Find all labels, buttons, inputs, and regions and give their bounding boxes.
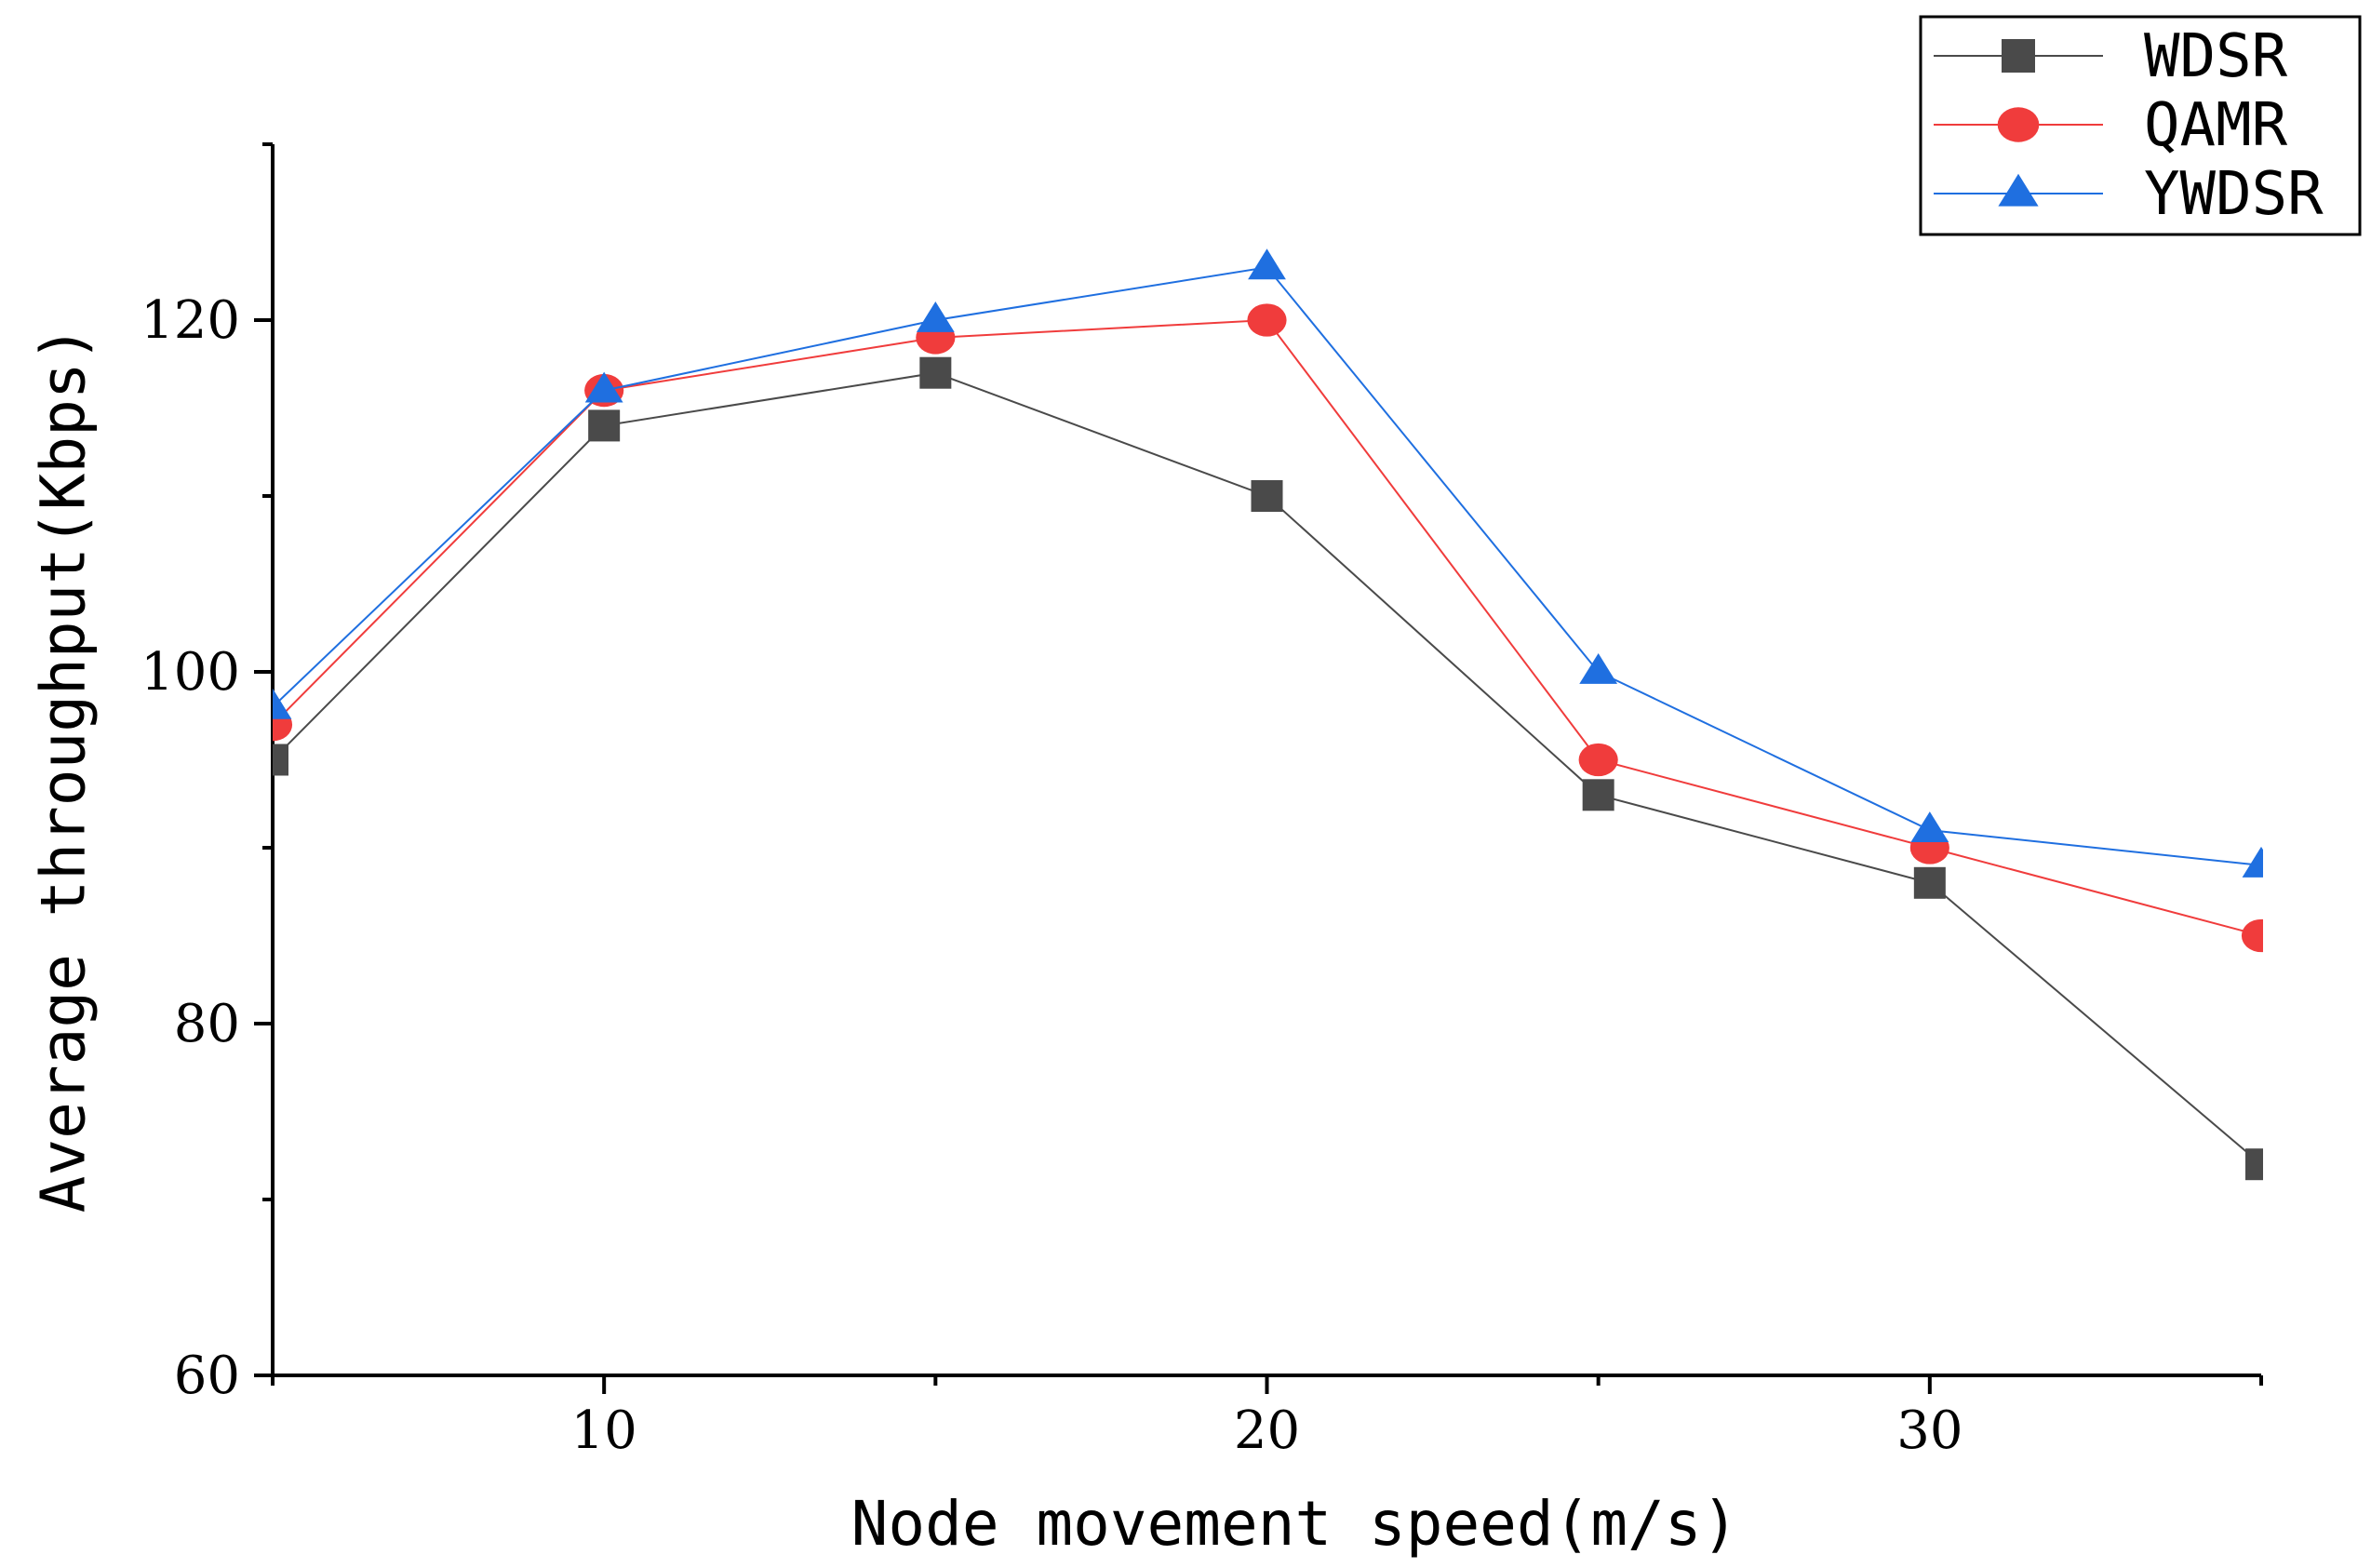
data-point-ywdsr	[273, 688, 292, 719]
data-point-ywdsr	[1910, 811, 1949, 843]
x-tick-label: 30	[1896, 1400, 1962, 1461]
legend-entry-ywdsr: YWDSR	[1934, 160, 2324, 229]
series-wdsr	[273, 356, 2263, 1181]
x-axis-label: Node movement speed(m/s)	[851, 1488, 1739, 1560]
series-line-qamr	[273, 318, 2262, 937]
series-layer	[273, 248, 2263, 1181]
y-tick-label: 100	[141, 642, 240, 703]
legend-entry-wdsr: WDSR	[1934, 22, 2288, 91]
data-point-wdsr	[919, 356, 952, 389]
data-point-wdsr	[1582, 779, 1614, 811]
y-tick-label: 120	[141, 290, 240, 351]
data-point-qamr	[1247, 303, 1287, 337]
data-point-ywdsr	[1579, 652, 1618, 684]
series-qamr	[273, 303, 2263, 953]
ticks: 60 80 100 120 10 20 30	[141, 142, 2263, 1461]
data-point-ywdsr	[584, 371, 623, 403]
data-point-ywdsr	[2242, 846, 2263, 878]
y-tick-label: 60	[174, 1346, 240, 1406]
data-point-wdsr	[2245, 1148, 2263, 1181]
data-point-qamr	[1578, 743, 1618, 777]
data-point-ywdsr	[1248, 248, 1286, 280]
legend-label: WDSR	[2144, 22, 2288, 91]
x-tick-label: 10	[571, 1400, 637, 1461]
data-point-wdsr	[273, 744, 288, 776]
series-line-ywdsr	[273, 266, 2262, 866]
data-point-qamr	[2241, 918, 2263, 953]
legend-label: QAMR	[2144, 91, 2288, 160]
legend-marker-ywdsr	[1998, 173, 2039, 207]
data-point-ywdsr	[916, 301, 955, 332]
legend-marker-wdsr	[2002, 39, 2035, 73]
data-point-wdsr	[588, 409, 621, 442]
y-axis-label: Average throughput(Kbps)	[28, 326, 100, 1213]
series-ywdsr	[273, 248, 2263, 878]
legend-marker-qamr	[1997, 107, 2040, 142]
legend-entry-qamr: QAMR	[1934, 91, 2288, 160]
y-tick-label: 80	[174, 994, 240, 1054]
data-point-wdsr	[1251, 480, 1283, 512]
legend-label: YWDSR	[2144, 160, 2324, 229]
data-point-wdsr	[1913, 866, 1946, 899]
x-tick-label: 20	[1234, 1400, 1300, 1461]
